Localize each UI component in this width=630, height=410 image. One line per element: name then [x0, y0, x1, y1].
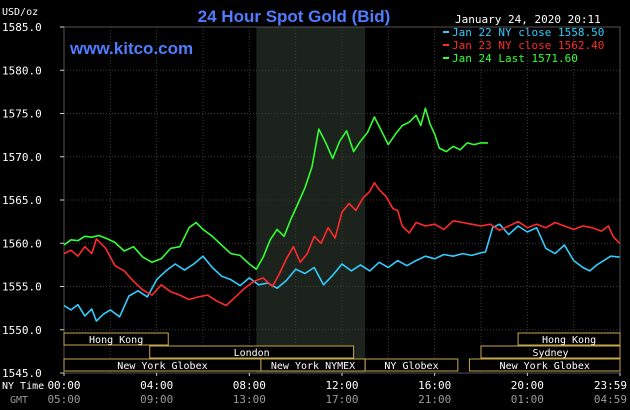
- x-tick-label-gmt: 05:00: [47, 393, 80, 406]
- session-label: New York Globex: [117, 361, 207, 372]
- x-tick-label-ny: 20:00: [511, 379, 544, 392]
- series-line-1: [63, 181, 621, 307]
- x-tick-label-gmt: 21:00: [418, 393, 451, 406]
- x-tick-label-ny: 04:00: [140, 379, 173, 392]
- y-tick-label: 1550.0: [2, 324, 42, 337]
- session-label: Sydney: [532, 348, 568, 359]
- x-tick-label-gmt: 01:00: [511, 393, 544, 406]
- gmt-row-label: GMT: [10, 395, 28, 406]
- chart-title: 24 Hour Spot Gold (Bid): [198, 7, 391, 26]
- series-line-2: [63, 107, 488, 270]
- y-tick-label: 1555.0: [2, 281, 42, 294]
- ny-time-row-label: NY Time: [2, 381, 44, 392]
- legend-entry: Jan 23 NY close 1562.40: [452, 39, 604, 52]
- session-label: Hong Kong: [89, 335, 143, 346]
- y-tick-label: 1585.0: [2, 21, 42, 34]
- session-label: London: [234, 348, 270, 359]
- y-tick-label: 1560.0: [2, 237, 42, 250]
- x-tick-label-gmt: 17:00: [325, 393, 358, 406]
- session-bar: [63, 332, 169, 346]
- session-bar: [480, 345, 621, 359]
- x-tick-label-gmt: 13:00: [233, 393, 266, 406]
- x-tick-label-gmt: 09:00: [140, 393, 173, 406]
- session-label: New York Globex: [500, 361, 590, 372]
- session-bar: [364, 358, 459, 372]
- x-tick-label-ny: 00:00: [47, 379, 80, 392]
- y-tick-label: 1580.0: [2, 64, 42, 77]
- price-series: [63, 107, 621, 322]
- market-sessions: Hong Kong London New York Globex New York N…: [63, 332, 621, 372]
- session-bar: [468, 358, 621, 372]
- y-tick-label: 1565.0: [2, 194, 42, 207]
- session-label: NY Globex: [384, 361, 438, 372]
- website-label: www.kitco.com: [69, 39, 193, 58]
- x-tick-label-ny: 12:00: [325, 379, 358, 392]
- legend-entry: Jan 24 Last 1571.60: [452, 52, 578, 65]
- date-time: January 24, 2020 20:11: [455, 13, 601, 26]
- y-tick-label: 1570.0: [2, 151, 42, 164]
- series-line-0: [63, 223, 620, 322]
- session-bar: [517, 332, 621, 346]
- y-tick-label: 1545.0: [2, 367, 42, 380]
- session-bar: [149, 345, 355, 359]
- x-tick-label-ny: 16:00: [418, 379, 451, 392]
- x-tick-label-gmt: 04:59: [594, 393, 627, 406]
- x-tick-label-ny: 23:59: [594, 379, 627, 392]
- legend-entry: Jan 22 NY close 1558.50: [452, 26, 604, 39]
- session-label: New York NYMEX: [271, 361, 355, 372]
- session-label: Hong Kong: [542, 335, 596, 346]
- y-axis-label: USD/oz: [2, 7, 38, 18]
- y-tick-label: 1575.0: [2, 108, 42, 121]
- y-axis-ticks: 1585.0 1580.0 1575.0 1570.0 1565.0 1560.0 1555…: [2, 21, 64, 380]
- x-tick-label-ny: 08:00: [233, 379, 266, 392]
